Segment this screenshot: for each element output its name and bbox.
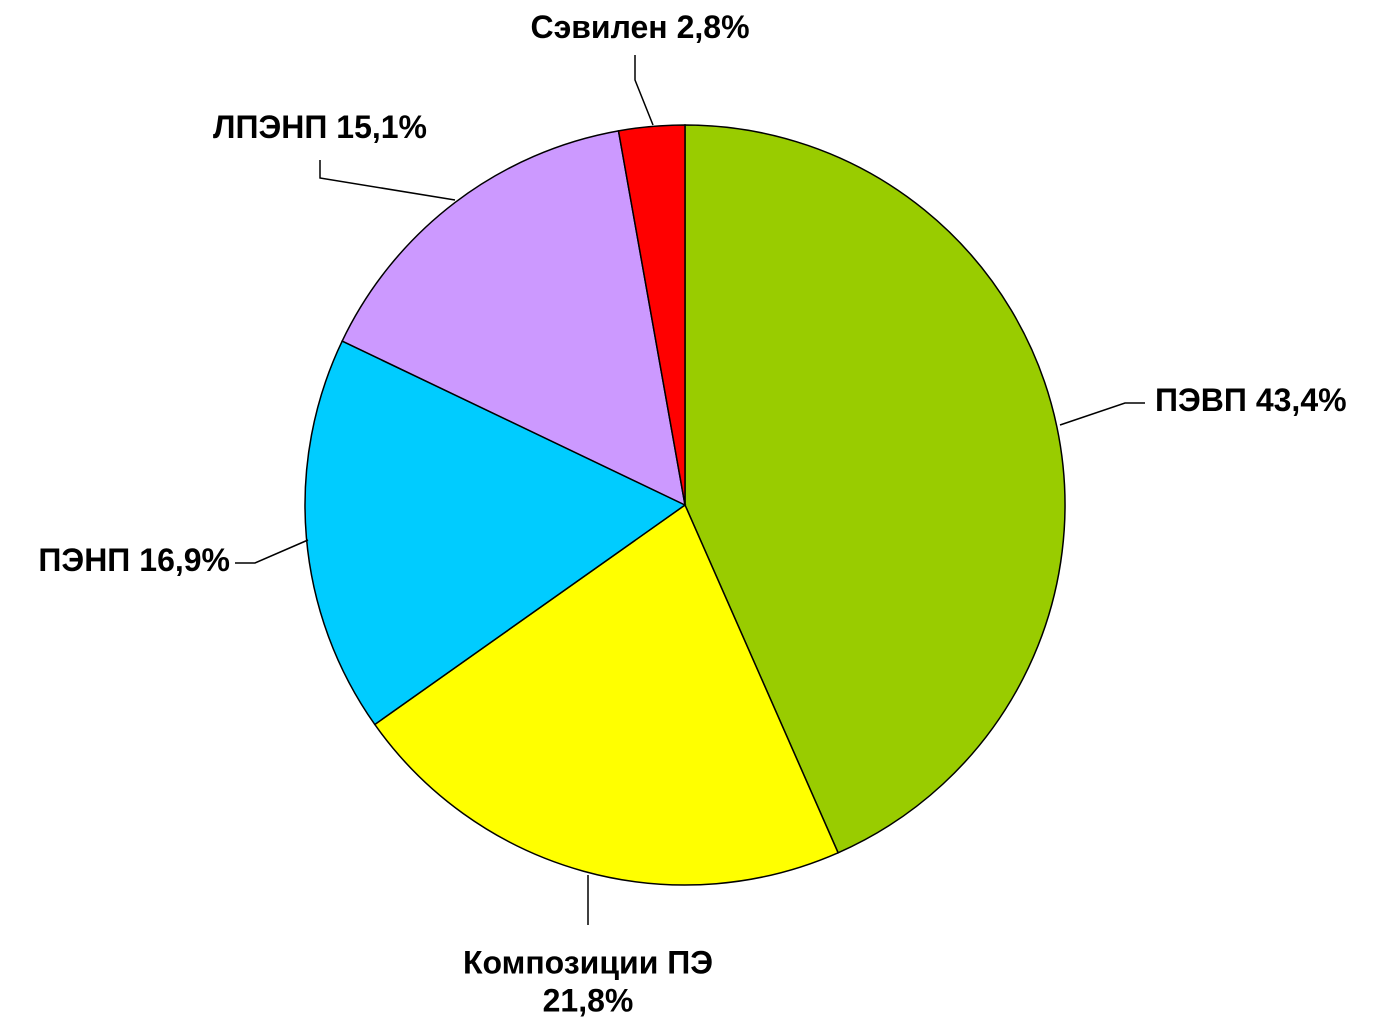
slice-label: ПЭВП 43,4% <box>1155 382 1347 418</box>
pie-slice <box>684 124 1066 854</box>
leader-line <box>235 539 309 564</box>
slice-value-label: 43,4% <box>1256 382 1347 418</box>
slice-name: ЛПЭНП <box>213 109 327 145</box>
pie-slice <box>341 129 686 507</box>
slice-value-label: 15,1% <box>336 109 427 145</box>
slice-label: ЛПЭНП 15,1% <box>213 109 427 145</box>
leader-line <box>1059 402 1145 426</box>
slice-value-label: 16,9% <box>139 542 230 578</box>
leader-line <box>319 160 456 201</box>
slice-name: ПЭНП <box>38 542 130 578</box>
slice-value-label: 2,8% <box>677 9 750 45</box>
slice-value-label: 21,8% <box>543 982 634 1018</box>
slice-label: Сэвилен 2,8% <box>530 9 749 45</box>
slice-name: Сэвилен <box>530 9 667 45</box>
slice-label: Композиции ПЭ <box>463 944 713 980</box>
pie-slice <box>373 503 840 886</box>
pie-slice <box>304 340 687 726</box>
slice-label: ПЭНП 16,9% <box>38 542 230 578</box>
slice-name: ПЭВП <box>1155 382 1247 418</box>
leader-line <box>634 55 654 126</box>
pie-slice <box>617 124 686 506</box>
